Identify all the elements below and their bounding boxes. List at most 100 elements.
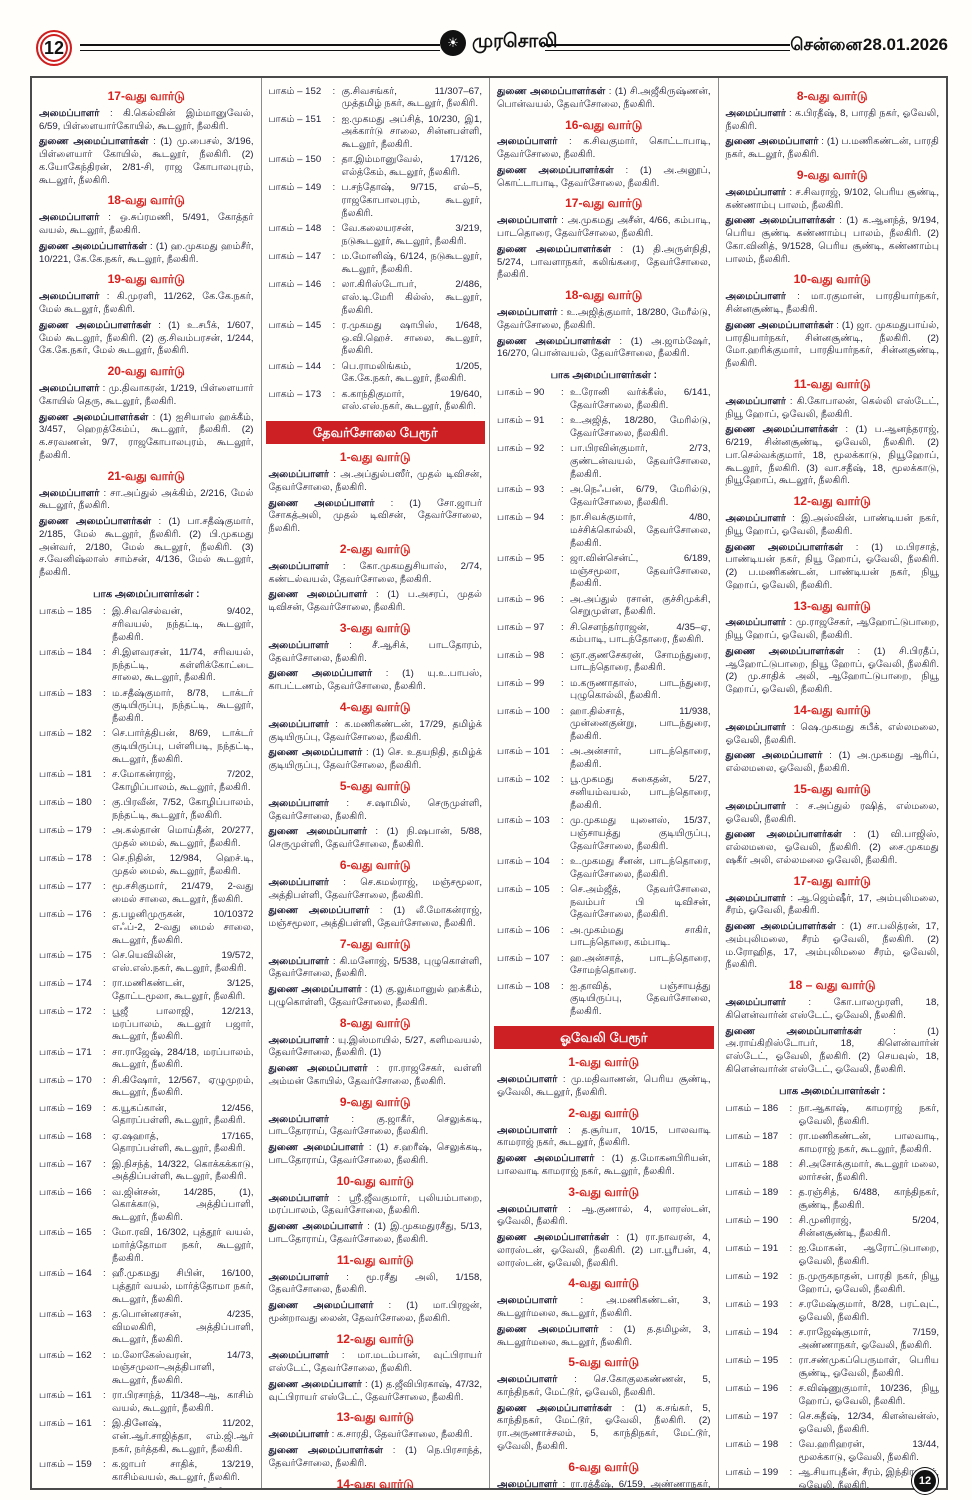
entry-colon: :	[103, 1418, 106, 1430]
organizer-text: யு.இஸ்மாயில், 5/27, களிமவயல், தேவர்சோலை,…	[268, 1034, 483, 1059]
pagam-text: வே.கலையரசன், 3/219, நடுகூடலூர், கூடலூர்,…	[341, 223, 483, 247]
organizer-label: அமைப்பாளர்	[268, 955, 329, 967]
organizer-label: அமைப்பாளர்	[725, 892, 786, 904]
pagam-entry: பாகம் – 175: செ.யெவிலின், 19/572, எஸ்.எஸ்…	[39, 950, 254, 976]
ward-heading: 14-வது வார்டு	[336, 1476, 414, 1488]
organizer-text: கி.மனோஜ், 5/538, புழுகொள்ளி, தேவர்சோலை, …	[268, 955, 483, 980]
organizer-label: துணை அமைப்பாளர்	[497, 1153, 595, 1165]
organizer-text: மு.ராஜசேகர், ஆஹோட்டுபாறை, நியூ ஹோப், ஓவே…	[725, 617, 940, 642]
pagam-text: அ.அன்சார், பாடந்தொரை, நீலகிரி.	[570, 746, 711, 771]
organizer-para: அமைப்பாளர் : செ.கோகுலகண்ணன், 5, காந்திநக…	[497, 1374, 711, 1400]
label-separator: :	[833, 319, 842, 331]
pagam-entry: பாகம் – 178: செ.நிதின், 12/984, ஹெச்.டி, …	[39, 853, 254, 879]
pagam-number: பாகம் – 98	[497, 649, 545, 661]
label-separator: :	[843, 541, 872, 553]
pagam-text: ச.விஷ்ணுகுமார், 10/236, நியூ ஹோப், ஓவேலி…	[798, 1382, 940, 1407]
organizer-label: துணை அமைப்பாளர்	[268, 984, 362, 996]
label-separator: :	[785, 395, 797, 407]
label-separator: :	[611, 243, 633, 255]
pagam-entry: பாகம் – 90: உ.ரோனி வர்க்கீஸ், 6/141, தேவர…	[497, 387, 711, 413]
pagam-number: பாகம் – 90	[497, 387, 545, 399]
pagam-text: சி.முனிராஜ், 5/204, சின்னசூண்டி, நீலகிரி…	[798, 1214, 940, 1239]
pagam-text: த.பொன்னரசன், 4/235, விமலகிரி, அத்திப்பாள…	[112, 1308, 254, 1346]
entry-colon: :	[332, 251, 336, 262]
ward-heading: 12-வது வார்டு	[793, 494, 871, 509]
entry-colon: :	[561, 924, 564, 936]
entry-colon: :	[103, 1268, 106, 1280]
pagam-number: பாகம் – 95	[497, 552, 545, 564]
column-1: 17-வது வார்டு அமைப்பாளர் : கி.கெல்வின் இம…	[32, 78, 261, 1488]
pagam-text: ஐ.மோகன், ஆரோட்டுபாறை, ஓவேலி, நீலகிரி.	[798, 1242, 940, 1267]
organizer-label: அமைப்பாளர்	[725, 997, 786, 1009]
label-separator: :	[785, 107, 795, 119]
pagam-number: பாகம் – 192	[725, 1270, 779, 1282]
organizer-para: துணை அமைப்பாளர் : ரா.ராஜசேகர், வள்ளி அம்…	[269, 1063, 483, 1089]
organizer-para: துணை அமைப்பாளர்கள் : (1) சா.பலித்ரன், 17…	[726, 921, 940, 972]
pagam-number: பாகம் – 159	[39, 1459, 92, 1471]
label-separator: :	[557, 1374, 594, 1386]
pagam-entry: பாகம் – 194: ச.ராஜேஷ்குமார், 7/159, அண்ணா…	[726, 1327, 940, 1353]
label-separator: :	[328, 1350, 358, 1362]
organizer-text: மா.மடம்பான், வுட்பிராயர் எஸ்டேட், தேவர்ச…	[268, 1350, 483, 1375]
entry-colon: :	[103, 1390, 106, 1402]
pagam-text: ம.மோனிஷ், 6/124, நடுகூடலூர், கூடலூர், நீ…	[341, 251, 483, 275]
ward-heading: 2-வது வார்டு	[568, 1105, 640, 1120]
entry-colon: :	[789, 1326, 793, 1338]
label-separator: :	[363, 1142, 377, 1154]
pagam-entry: பாகம் – 161: ரா.பிரசாந்த், 11/348–ஆ, காசி…	[39, 1390, 254, 1416]
section-banner: ஓவேலி பேரூர்	[494, 1025, 714, 1050]
pagam-text: க.காந்திகுமார், 19/640, எஸ்.எஸ்.நகர், கூ…	[341, 388, 483, 413]
rising-sun-icon: ☀	[440, 30, 466, 56]
organizer-label: துணை அமைப்பாளர்கள்	[725, 921, 836, 933]
pagam-entry: பாகம் – 91: உ.அஜித், 18/280, மேரில்டு, தே…	[497, 415, 711, 441]
label-separator: :	[610, 335, 631, 347]
organizer-text: (1) சி.அஜீகிருஷ்ணன், பொன்வயல், தேவர்சோலை…	[497, 86, 711, 110]
organizer-text: (1) லீ.மோகன்ராஜ், மஞ்சமூலா, அத்திபள்ளி, …	[268, 905, 483, 929]
organizer-label: துணை அமைப்பாளர்	[268, 1300, 374, 1312]
entry-colon: :	[561, 980, 564, 992]
pagam-entry: பாகம் – 148: வே.கலையரசன், 3/219, நடுகூடலூ…	[269, 223, 483, 249]
ward-heading: 4-வது வார்டு	[339, 699, 411, 714]
organizer-label: அமைப்பாளர்	[497, 1374, 558, 1386]
pagam-text: செ.சுதீஷ், 12/34, கிளன்வன்ஸ், ஓவேலி, நீல…	[798, 1410, 940, 1435]
pagam-number: பாகம் – 180	[39, 797, 92, 809]
ward-heading: 15-வது வார்டு	[793, 781, 871, 796]
pagam-text: ரா.பிரசாந்த், 11/348–ஆ, காசிம் வயல், கூட…	[112, 1390, 254, 1415]
organizer-label: அமைப்பாளர்	[497, 1478, 558, 1488]
pagam-entry: பாகம் – 197: செ.சுதீஷ், 12/34, கிளன்வன்ஸ்…	[726, 1411, 940, 1437]
organizer-text: (1) க.சங்கர், 5, காந்திநகர், மேட்டூர், ஓ…	[497, 1402, 711, 1452]
ward-heading: 3-வது வார்டு	[568, 1184, 640, 1199]
organizer-text: சா.அப்துல் அக்கிம், 2/216, மேல் கூடலூர்,…	[39, 487, 254, 512]
pagam-number: பாகம் – 177	[39, 881, 92, 893]
organizer-label: துணை அமைப்பாளர்	[268, 1378, 362, 1390]
organizer-text: (1) நி.ஷபான், 5/88, செருமுள்ளி, தேவர்சோல…	[268, 826, 483, 851]
entry-colon: :	[561, 705, 564, 717]
pagam-entry: பாகம் – 176: த.பழனிமுருகன், 10/10372 எஃப்…	[39, 909, 254, 947]
pagam-entry: பாகம் – 198: வே.ஹரிஹரன், 13/44, மூலக்காடு…	[726, 1439, 940, 1465]
pagam-entry: பாகம் – 190: சி.முனிராஜ், 5/204, சின்னசூண…	[726, 1215, 940, 1241]
label-separator: :	[557, 307, 567, 319]
organizer-label: துணை அமைப்பாளர்கள்	[725, 645, 844, 657]
pagam-text: உ.அஜித், 18/280, மேரில்டு, தேவர்சோலை, நீ…	[570, 415, 711, 440]
pagam-text: தா.இம்மானுவேல், 17/126, எல்த்கேம், கூடலூ…	[341, 154, 483, 178]
organizer-para: துணை அமைப்பாளர் : (1) லீ.மோகன்ராஜ், மஞ்ச…	[269, 905, 483, 931]
label-separator: :	[151, 319, 169, 331]
pagam-number: பாகம் – 150	[268, 154, 322, 166]
organizer-label: துணை அமைப்பாளர்கள்	[497, 1232, 610, 1244]
organizer-para: துணை அமைப்பாளர்கள் : (1) க.சங்கர், 5, கா…	[497, 1403, 711, 1454]
label-separator: :	[373, 1300, 407, 1312]
organizer-para: துணை அமைப்பாளர் : (1) யு.உ.பாபஸ், காபட்ட…	[269, 668, 483, 694]
organizer-label: அமைப்பாளர்	[497, 1074, 558, 1086]
pagam-entry: பாகம் – 179: அ.கல்தான் மொய்தீன், 20/277, …	[39, 825, 254, 851]
organizer-label: துணை அமைப்பாளர்	[268, 589, 368, 601]
pagam-entry: பாகம் – 199: ஆ.சியாபுதீன், சீரம், இந்திரா…	[726, 1467, 940, 1488]
pagam-text: இ.தினேஷ், 11/202, என்.ஆர்.சாஜித்தா, எம்.…	[112, 1418, 254, 1455]
pagam-number: பாகம் – 194	[725, 1326, 779, 1338]
pagam-text: ச.ராஜேஷ்குமார், 7/159, அண்ணாநகர், ஓவேலி,…	[798, 1326, 940, 1351]
pagam-text: பெ.ராமலிங்கம், 1/205, கே.கே.நகர், கூடலூர…	[341, 360, 483, 385]
organizer-para: அமைப்பாளர் : ஷெ.முகமது சுபீக், எல்லமலை, …	[726, 722, 940, 748]
pagam-number: பாகம் – 190	[725, 1214, 779, 1226]
organizer-text: அ.முகமது அசீன், 4/66, கம்பாடி, பாடதொரை, …	[497, 215, 711, 240]
organizer-para: துணை அமைப்பாளர்கள் : (1) பா.சதீஷ்குமார்,…	[39, 516, 254, 580]
pagam-entry: பாகம் – 92: பா.பிரவின்குமார், 2/73, குண்ட…	[497, 443, 711, 481]
